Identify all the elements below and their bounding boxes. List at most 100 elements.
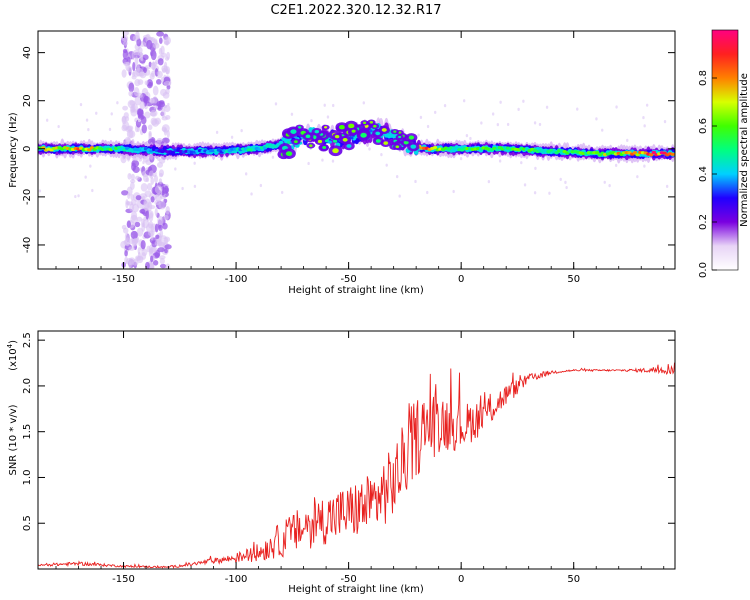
spectral-peak: [632, 151, 638, 155]
noise-speck: [215, 130, 219, 134]
interference-speck: [155, 193, 162, 203]
interference-speck: [149, 111, 157, 117]
noise-speck: [91, 188, 94, 193]
spectral-blob-core: [305, 134, 311, 139]
interference-speck: [136, 216, 143, 222]
noise-speck: [417, 133, 420, 137]
noise-speck: [128, 173, 132, 177]
noise-speck: [307, 161, 310, 166]
noise-speck: [38, 189, 42, 193]
noise-speck: [79, 102, 83, 107]
snr-y-multiplier: (x104): [6, 340, 19, 371]
noise-speck: [321, 158, 324, 162]
spectral-blob-core: [369, 121, 374, 124]
interference-speck: [139, 51, 144, 61]
spectral-blob-core: [309, 144, 313, 147]
interference-speck: [163, 214, 169, 221]
spectral-blob-core: [398, 135, 402, 139]
interference-speck: [134, 221, 141, 228]
interference-speck: [140, 239, 146, 250]
noise-speck: [85, 118, 89, 122]
noise-speck: [663, 120, 667, 124]
noise-speck: [87, 128, 90, 132]
noise-speck: [665, 184, 669, 188]
colorbar-tick-label: 0.2: [698, 214, 709, 230]
interference-speck: [147, 124, 153, 131]
noise-speck: [426, 124, 430, 129]
spectral-peak: [594, 151, 600, 155]
spectral-blob-core: [298, 126, 302, 129]
interference-speck: [155, 234, 160, 239]
noise-speck: [230, 135, 234, 139]
noise-speck: [84, 175, 87, 179]
interference-speck: [129, 203, 135, 212]
spectral-blob-core: [351, 129, 356, 133]
noise-speck: [385, 163, 388, 167]
noise-speck: [240, 128, 243, 133]
snr-y-label: SNR (10 * v/v): [8, 404, 19, 475]
interference-speck: [131, 51, 135, 60]
noise-speck: [538, 122, 542, 127]
interference-speck: [163, 127, 168, 136]
noise-speck: [380, 152, 383, 157]
noise-speck: [181, 186, 184, 191]
spectrogram-y-tick-label: 40: [22, 46, 33, 59]
spectral-peak: [124, 146, 130, 150]
interference-speck: [158, 158, 166, 164]
snr-x-axis: -150 -100 -50 0 50: [55, 331, 665, 585]
noise-speck: [608, 184, 611, 188]
interference-speck: [145, 223, 154, 233]
interference-speck: [128, 246, 135, 251]
interference-speck: [164, 248, 168, 254]
noise-speck: [506, 122, 510, 127]
interference-speck: [158, 101, 166, 108]
interference-speck: [149, 263, 155, 269]
spectrogram-y-tick-label: 20: [22, 94, 33, 107]
interference-speck: [151, 118, 160, 127]
noise-speck: [398, 194, 401, 198]
interference-speck: [156, 71, 160, 76]
interference-speck: [162, 222, 168, 230]
noise-speck: [426, 190, 429, 195]
interference-speck: [157, 215, 164, 226]
spectral-blob-core: [332, 148, 339, 154]
spectral-blob-core: [322, 145, 327, 149]
interference-speck: [130, 194, 135, 201]
noise-speck: [326, 115, 330, 119]
snr-y-tick-label: 0.5: [22, 515, 33, 531]
interference-speck: [157, 247, 165, 253]
noise-speck: [491, 112, 495, 116]
noise-speck: [323, 103, 326, 107]
snr-multiplier-base: (x10: [8, 348, 19, 371]
noise-speck: [564, 180, 567, 184]
interference-speck: [156, 79, 162, 85]
interference-speck: [132, 259, 139, 266]
interference-speck: [122, 48, 128, 54]
interference-speck: [144, 111, 151, 119]
noise-speck: [499, 100, 502, 104]
spectral-peak: [327, 140, 332, 144]
colorbar-tick-label: 0.0: [698, 262, 709, 278]
noise-speck: [576, 107, 579, 111]
spectral-blob-core: [398, 131, 402, 134]
interference-speck: [149, 72, 155, 80]
interference-speck: [158, 37, 163, 44]
interference-speck: [161, 137, 170, 144]
interference-speck: [145, 210, 149, 220]
spectral-blob-core: [285, 151, 293, 157]
spectrogram-x-tick-label: -150: [112, 274, 135, 285]
spectral-blob-core: [293, 140, 298, 144]
interference-speck: [122, 105, 129, 111]
interference-speck: [121, 34, 129, 42]
spectral-peak: [384, 134, 389, 138]
interference-speck: [124, 250, 128, 257]
spectral-blob-core: [342, 138, 348, 142]
noise-speck: [193, 184, 197, 188]
spectral-peak: [332, 139, 338, 143]
interference-speck: [131, 71, 136, 77]
snr-y-tick-label: 1.5: [22, 424, 33, 440]
interference-speck: [165, 66, 171, 75]
noise-speck: [174, 167, 177, 171]
noise-speck: [642, 115, 645, 120]
snr-x-tick-label: -50: [340, 574, 356, 585]
